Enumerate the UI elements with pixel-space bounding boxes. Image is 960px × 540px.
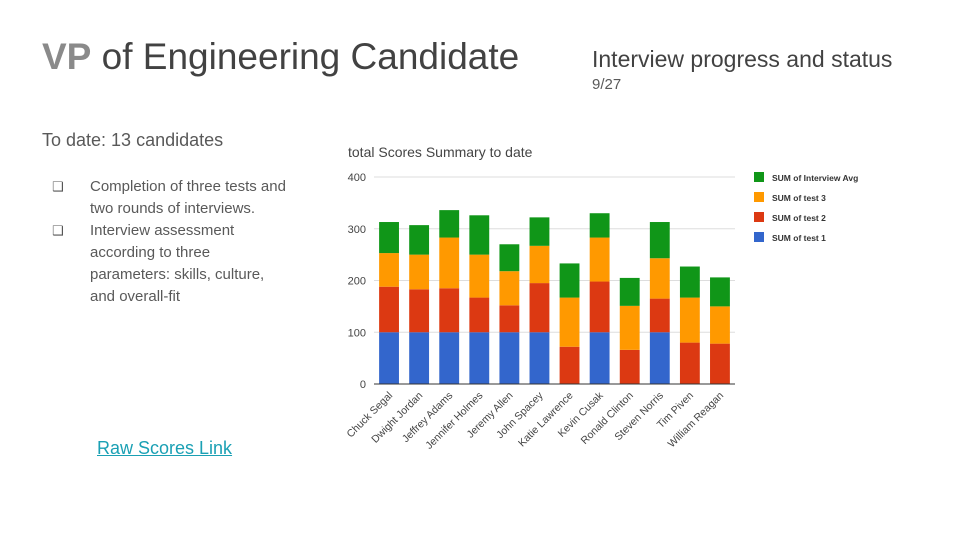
bar-segment [409, 289, 430, 333]
bar-segment [710, 343, 730, 384]
legend-label: SUM of Interview Avg [772, 173, 858, 183]
bullet-text: Completion of three tests and two rounds… [90, 178, 286, 217]
bar-segment [589, 213, 610, 238]
checkbox-square-icon: ❑ [52, 179, 64, 194]
bullet-list: ❑ Completion of three tests and two round… [52, 176, 292, 308]
y-tick-label: 300 [348, 224, 366, 236]
bar-segment [439, 210, 460, 238]
y-tick-label: 200 [348, 276, 366, 288]
bar-segment [529, 283, 550, 333]
bar-segment [559, 297, 580, 347]
y-tick-label: 100 [348, 327, 366, 339]
x-tick-label: William Reagan [666, 390, 727, 451]
legend-label: SUM of test 3 [772, 193, 826, 203]
bullet-item: ❑ Interview assessment according to three… [52, 220, 292, 308]
checkbox-square-icon: ❑ [52, 223, 64, 238]
bar-segment [439, 288, 460, 333]
bar-segment [559, 263, 580, 298]
bar-segment [619, 305, 640, 350]
bar-segment [649, 332, 670, 384]
bar-segment [649, 258, 670, 299]
bar-segment [409, 254, 430, 290]
bar-segment [679, 266, 700, 298]
bar-segment [589, 281, 610, 333]
bar-segment [710, 277, 730, 307]
legend-swatch [754, 232, 764, 242]
bar-segment [409, 332, 430, 384]
bar-segment [529, 332, 550, 384]
bullet-text: Interview assessment according to three … [90, 222, 265, 305]
slide-date: 9/27 [592, 76, 622, 93]
bar-segment [649, 222, 670, 259]
bar-segment [469, 215, 490, 255]
bar-segment [499, 332, 520, 384]
scores-chart: total Scores Summary to date 0 100 200 300 40… [345, 144, 859, 452]
bar-segment [469, 254, 490, 298]
legend-swatch [754, 172, 764, 182]
legend-swatch [754, 212, 764, 222]
chart-title: total Scores Summary to date [348, 144, 533, 160]
bar-segment [469, 297, 490, 333]
bar-segment [379, 332, 399, 384]
bar-segment [559, 346, 580, 384]
bar-segment [649, 298, 670, 333]
bar-segment [499, 271, 520, 306]
bar-segment [529, 245, 550, 284]
bar-segment [469, 332, 490, 384]
bar-segment [589, 237, 610, 282]
legend-swatch [754, 192, 764, 202]
x-tick-label: Ronald Clinton [579, 390, 636, 447]
title-rest: of Engineering Candidate [91, 36, 520, 77]
bar-segment [499, 244, 520, 272]
legend-label: SUM of test 1 [772, 233, 826, 243]
bar-segment [679, 342, 700, 384]
bar-segment [379, 253, 399, 287]
slide-title: VP of Engineering Candidate [42, 36, 519, 78]
y-tick-label: 400 [348, 172, 366, 184]
bar-segment [679, 297, 700, 343]
bullet-item: ❑ Completion of three tests and two round… [52, 176, 292, 220]
slide-subtitle: Interview progress and status [592, 46, 893, 72]
bar-segment [409, 225, 430, 255]
bar-segment [439, 237, 460, 289]
bar-segment [619, 277, 640, 306]
legend-label: SUM of test 2 [772, 213, 826, 223]
raw-scores-link[interactable]: Raw Scores Link [97, 438, 233, 458]
bar-segment [499, 305, 520, 333]
y-tick-label: 0 [360, 379, 366, 391]
bar-segment [619, 349, 640, 384]
candidate-count: To date: 13 candidates [42, 130, 224, 150]
title-bold: VP [42, 36, 92, 77]
bar-segment [589, 332, 610, 384]
bar-segment [379, 222, 399, 254]
bar-segment [710, 306, 730, 344]
bar-segment [529, 217, 550, 246]
bar-segment [379, 286, 399, 333]
bar-segment [439, 332, 460, 384]
